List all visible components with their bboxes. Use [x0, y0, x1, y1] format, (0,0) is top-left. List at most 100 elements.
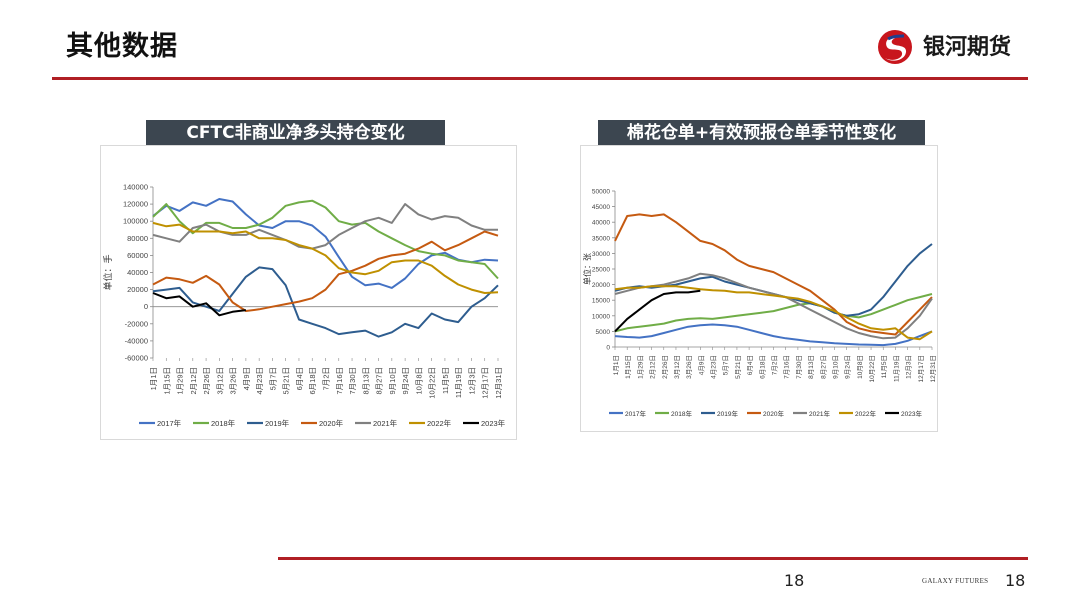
x-tick-label: 9月24日 — [844, 355, 852, 379]
x-tick-label: 12月3日 — [467, 367, 476, 395]
x-tick-label: 12月3日 — [905, 355, 913, 379]
x-tick-label: 1月15日 — [624, 355, 632, 379]
series-line-1 — [152, 199, 499, 280]
series-line-5 — [152, 221, 499, 294]
legend-label: 2022年 — [855, 409, 876, 418]
x-tick-label: 6月4日 — [295, 367, 304, 390]
x-tick-label: 7月16日 — [783, 355, 791, 379]
x-tick-label: 8月13日 — [807, 355, 815, 379]
y-tick-label: 15000 — [592, 298, 610, 305]
x-tick-label: 7月2日 — [771, 355, 779, 375]
x-tick-label: 2月12日 — [189, 367, 198, 395]
y-tick-label: 25000 — [592, 267, 610, 274]
series-line-1 — [614, 293, 933, 333]
y-tick-label: 40000 — [127, 268, 148, 277]
legend-label: 2023年 — [481, 418, 506, 428]
y-tick-label: -20000 — [125, 319, 148, 328]
y-tick-label: 10000 — [592, 313, 610, 320]
legend-label: 2023年 — [901, 409, 922, 418]
y-tick-label: 80000 — [127, 234, 148, 243]
x-tick-label: 6月18日 — [308, 367, 317, 395]
legend-label: 2020年 — [763, 409, 784, 418]
x-tick-label: 8月27日 — [375, 367, 384, 395]
x-tick-label: 9月10日 — [831, 355, 839, 379]
legend-label: 2018年 — [211, 418, 236, 428]
x-tick-label: 10月8日 — [414, 367, 423, 395]
footer-brand: GALAXY FUTURES — [922, 577, 989, 585]
x-tick-label: 9月10日 — [388, 367, 397, 395]
brand-logo: 银河期货 — [875, 27, 1035, 67]
x-tick-label: 10月22日 — [868, 355, 876, 382]
series-line-5 — [614, 285, 933, 341]
x-tick-label: 2月26日 — [202, 367, 211, 395]
brand-name: 银河期货 — [923, 35, 1012, 60]
x-tick-label: 11月5日 — [441, 367, 450, 394]
x-tick-label: 1月29日 — [176, 367, 185, 395]
x-tick-label: 2月12日 — [649, 355, 657, 379]
x-tick-label: 11月19日 — [892, 355, 900, 382]
cftc-position-chart: -60000 -40000 -20000 0 20000 40000 60000 80000 1… — [102, 183, 506, 429]
x-tick-label: 5月21日 — [282, 367, 291, 395]
y-tick-label: 50000 — [592, 189, 610, 196]
x-tick-label: 1月29日 — [636, 355, 644, 379]
x-tick-label: 1月15日 — [162, 367, 171, 395]
galaxy-logo-icon — [878, 30, 912, 64]
x-tick-label: 11月5日 — [880, 355, 888, 378]
x-tick-label: 12月31日 — [494, 367, 503, 399]
y-tick-label: -60000 — [125, 354, 148, 363]
x-tick-label: 6月4日 — [746, 355, 754, 375]
y-tick-label: 0 — [144, 302, 148, 311]
x-tick-label: 2月26日 — [661, 355, 669, 379]
x-tick-label: 3月12日 — [215, 367, 224, 395]
legend-label: 2017年 — [625, 409, 646, 418]
chart-right: 0 5000 10000 15000 20000 25000 30000 35000 40000… — [580, 145, 938, 432]
legend-label: 2021年 — [373, 418, 398, 428]
legend-label: 2021年 — [809, 409, 830, 418]
header-divider — [52, 77, 1028, 80]
series-line-0 — [614, 323, 933, 347]
chart-title-right: 棉花仓单+有效预报仓单季节性变化 — [598, 120, 925, 146]
series-line-4 — [152, 203, 498, 250]
legend-label: 2020年 — [319, 418, 344, 428]
x-tick-label: 4月23日 — [255, 367, 264, 395]
legend-label: 2017年 — [157, 418, 182, 428]
series-line-6 — [614, 289, 701, 333]
series-line-6 — [152, 292, 247, 317]
x-tick-label: 1月1日 — [612, 355, 620, 375]
y-tick-label: 120000 — [123, 200, 148, 209]
y-tick-label: 40000 — [592, 220, 610, 227]
x-tick-label: 8月13日 — [361, 367, 370, 395]
y-tick-label: 5000 — [596, 329, 611, 336]
x-tick-label: 8月27日 — [819, 355, 827, 379]
x-tick-label: 6月18日 — [758, 355, 766, 379]
y-tick-label: 140000 — [123, 183, 148, 192]
x-tick-label: 3月26日 — [229, 367, 238, 395]
x-tick-label: 12月17日 — [481, 367, 490, 399]
series-line-2 — [614, 243, 933, 317]
x-tick-label: 5月7日 — [722, 355, 730, 375]
series-line-0 — [152, 198, 499, 289]
x-tick-label: 12月17日 — [917, 355, 925, 382]
x-tick-label: 5月21日 — [734, 355, 742, 379]
x-tick-label: 4月9日 — [242, 367, 251, 390]
y-tick-label: -40000 — [125, 336, 148, 345]
page-number-right: 18 — [1005, 571, 1026, 590]
y-tick-label: 45000 — [592, 204, 610, 211]
chart-title-left: CFTC非商业净多头持仓变化 — [146, 120, 445, 146]
x-tick-label: 4月23日 — [710, 355, 718, 379]
x-tick-label: 10月22日 — [428, 367, 437, 399]
legend-label: 2018年 — [671, 409, 692, 418]
footer-divider — [278, 557, 1028, 560]
y-tick-label: 0 — [606, 345, 610, 352]
y-tick-label: 60000 — [127, 251, 148, 260]
y-axis-label: 单位：张 — [582, 253, 592, 285]
x-tick-label: 7月30日 — [795, 355, 803, 379]
x-tick-label: 5月7日 — [268, 367, 277, 390]
chart-left: -60000 -40000 -20000 0 20000 40000 60000 80000 1… — [100, 145, 517, 440]
series-line-4 — [614, 272, 933, 340]
series-line-3 — [152, 230, 499, 312]
x-tick-label: 3月12日 — [673, 355, 681, 379]
legend-label: 2019年 — [265, 418, 290, 428]
x-tick-label: 7月2日 — [322, 367, 331, 390]
x-tick-label: 11月19日 — [454, 367, 463, 398]
